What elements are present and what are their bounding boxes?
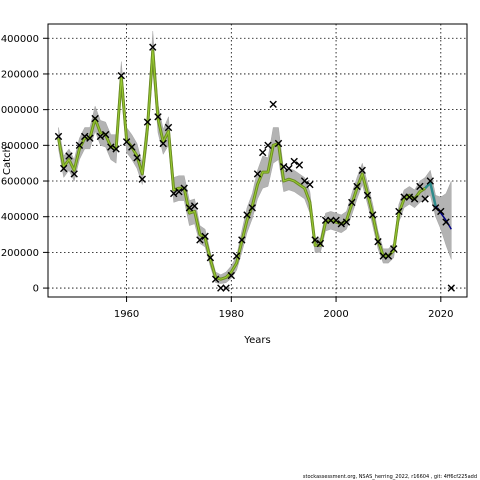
observed-point [384, 252, 393, 260]
y-axis-label: Catch [2, 146, 13, 175]
observed-point [248, 204, 256, 212]
y-tick-label: 0 [33, 284, 39, 295]
observed-point [180, 184, 188, 192]
footer-credit: stockassessment.org, NSAS_herring_2022, … [302, 474, 477, 480]
observed-point [185, 204, 194, 212]
observed-point [138, 175, 146, 183]
y-tick-label: 200000 [1, 248, 39, 259]
observed-point [316, 239, 325, 248]
y-tick-label: 1200000 [0, 69, 39, 80]
x-axis-label: Years [243, 335, 270, 346]
fitted-series-line-highlight [58, 50, 426, 280]
y-tick-label: 1400000 [0, 34, 39, 45]
observed-point [101, 130, 110, 139]
observed-point [285, 164, 293, 173]
observed-point [222, 284, 230, 292]
observed-point [353, 182, 361, 191]
observed-point [128, 143, 136, 151]
y-tick-label: 600000 [1, 177, 39, 188]
observed-point [405, 193, 414, 201]
observed-point [107, 143, 115, 151]
observed-point [217, 284, 225, 292]
observed-point [447, 284, 455, 292]
observed-point [300, 177, 309, 185]
fitted-series-line [57, 49, 426, 281]
observed-point [280, 163, 288, 171]
observed-point [390, 245, 398, 253]
observed-point [196, 236, 204, 244]
observed-point [75, 141, 84, 149]
observed-point [159, 139, 167, 148]
observed-point [154, 113, 162, 121]
observed-point [149, 43, 157, 51]
axes: 1960 1980 2000 2020 0 200000 400000 600000 80000… [0, 34, 454, 320]
observed-point [400, 193, 408, 201]
observed-point [70, 170, 78, 178]
observed-point [227, 271, 235, 280]
observed-point [117, 72, 125, 80]
observed-point [91, 114, 99, 123]
observed-point [243, 211, 251, 219]
observed-point [175, 188, 183, 196]
observed-point [421, 195, 429, 203]
observed-point [259, 148, 267, 157]
grid [48, 24, 467, 297]
observed-point [431, 204, 440, 212]
confidence-band [58, 31, 452, 284]
observed-point [274, 139, 283, 148]
observed-point [337, 220, 345, 228]
observed-point [54, 132, 63, 141]
observed-point [253, 170, 262, 178]
observed-point [232, 252, 241, 260]
observed-point [437, 207, 445, 216]
observed-point [190, 202, 199, 210]
observed-point [170, 189, 178, 198]
observed-point [133, 154, 141, 162]
observed-point [201, 232, 209, 240]
observed-point [369, 211, 377, 219]
observed-point [60, 164, 68, 173]
observed-point [358, 166, 366, 174]
observed-point [112, 145, 120, 153]
observed-point [395, 207, 403, 216]
y-tick-label: 1000000 [0, 105, 39, 116]
observed-point [65, 152, 73, 160]
observed-point [164, 123, 173, 132]
observed-point [311, 236, 319, 244]
observed-point [426, 177, 434, 185]
observed-point [86, 134, 94, 142]
observed-point [306, 180, 314, 189]
x-tick-label: 2000 [323, 309, 348, 320]
observed-point [211, 275, 220, 283]
y-tick-label: 400000 [1, 212, 39, 223]
observed-markers [54, 43, 455, 292]
observed-point [206, 254, 215, 262]
observed-point [238, 236, 246, 244]
recent-series-line [424, 181, 437, 207]
x-tick-label: 1980 [219, 309, 244, 320]
observed-point [290, 157, 298, 166]
observed-point [143, 118, 152, 126]
observed-point [342, 218, 351, 226]
observed-point [442, 218, 450, 226]
observed-point [410, 195, 419, 203]
x-tick-label: 1960 [114, 309, 139, 320]
observed-point [327, 216, 335, 224]
observed-point [81, 132, 89, 141]
fitted-line [57, 49, 452, 281]
observed-point [295, 161, 304, 169]
observed-point [332, 216, 340, 224]
observed-point [269, 100, 277, 108]
observed-point [96, 132, 105, 141]
plot-frame [47, 23, 468, 298]
x-tick-label: 2020 [428, 309, 453, 320]
observed-point [374, 238, 382, 246]
y-tick-label: 800000 [1, 141, 39, 152]
observed-point [416, 182, 424, 191]
observed-point [264, 141, 272, 149]
observed-point [348, 198, 356, 207]
observed-point [363, 191, 372, 199]
